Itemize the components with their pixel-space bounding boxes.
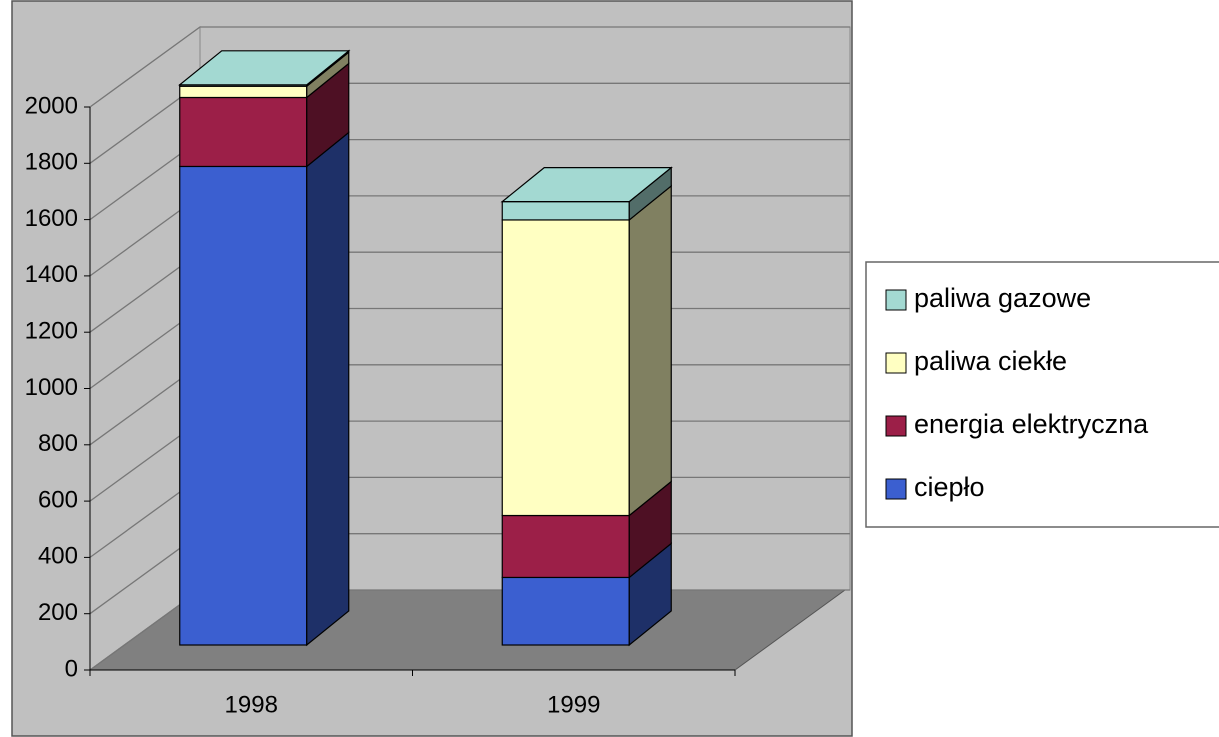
- legend-label: energia elektryczna: [914, 409, 1149, 439]
- bar-segment: [501, 514, 630, 579]
- legend-label: paliwa gazowe: [914, 283, 1091, 313]
- legend-swatch: [885, 352, 907, 374]
- x-tick-label: 1998: [225, 691, 278, 718]
- y-tick-label: 800: [38, 430, 78, 457]
- legend-swatch: [885, 415, 907, 437]
- y-tick-label: 200: [38, 599, 78, 626]
- legend-label: paliwa ciekłe: [914, 346, 1067, 376]
- bar-side: [306, 131, 350, 647]
- y-tick-label: 1400: [25, 261, 78, 288]
- y-tick-label: 1600: [25, 205, 78, 232]
- bar-side: [628, 184, 672, 517]
- y-tick-label: 2000: [25, 92, 78, 119]
- legend-box: [865, 261, 1219, 528]
- legend-swatch: [885, 478, 907, 500]
- bar-segment: [179, 85, 308, 99]
- legend-swatch: [885, 289, 907, 311]
- bar-segment: [179, 165, 308, 646]
- x-tick-label: 1999: [547, 691, 600, 718]
- bar-segment: [501, 576, 630, 646]
- legend-label: ciepło: [914, 472, 985, 502]
- y-tick-label: 600: [38, 486, 78, 513]
- y-tick-label: 1200: [25, 318, 78, 345]
- bar-segment: [501, 201, 630, 221]
- bar-top: [500, 167, 673, 203]
- grid-line: [89, 26, 850, 108]
- bar-segment: [179, 96, 308, 168]
- bar-top: [178, 50, 351, 86]
- y-tick-label: 400: [38, 543, 78, 570]
- y-tick-label: 1800: [25, 149, 78, 176]
- y-tick-label: 0: [65, 655, 78, 682]
- bar-segment: [501, 219, 630, 517]
- y-tick-label: 1000: [25, 374, 78, 401]
